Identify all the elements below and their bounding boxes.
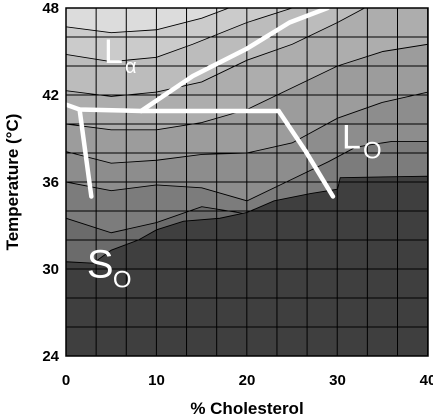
y-axis-title: Temperature (°C) bbox=[3, 114, 22, 251]
phase-boundary-line bbox=[276, 108, 336, 199]
phase-label-subscript: O bbox=[363, 138, 382, 165]
x-tick-label: 40 bbox=[420, 372, 433, 389]
phase-label-subscript: α bbox=[125, 56, 137, 78]
phase-label-main: L bbox=[342, 119, 361, 157]
phase-label-main: L bbox=[104, 33, 123, 71]
x-tick-label: 10 bbox=[148, 372, 165, 389]
y-axis-ticks: 24 30 36 42 48 bbox=[42, 0, 59, 365]
y-tick-label: 30 bbox=[42, 261, 59, 278]
x-axis-ticks: 0 10 20 30 40 bbox=[62, 372, 433, 389]
y-tick-label: 24 bbox=[42, 348, 59, 365]
phase-boundary-line bbox=[77, 107, 94, 199]
phase-label-subscript: O bbox=[113, 267, 132, 294]
x-tick-label: 30 bbox=[329, 372, 346, 389]
x-axis-title: % Cholesterol bbox=[190, 399, 303, 418]
plot-frame bbox=[65, 7, 429, 357]
x-tick-label: 0 bbox=[62, 372, 70, 389]
phase-boundaries bbox=[66, 8, 336, 199]
y-tick-label: 42 bbox=[42, 87, 59, 104]
phase-boundary-line bbox=[138, 8, 330, 114]
x-tick-label: 20 bbox=[239, 372, 256, 389]
y-tick-label: 48 bbox=[42, 0, 59, 17]
y-tick-label: 36 bbox=[42, 174, 59, 191]
phase-label-main: S bbox=[87, 243, 114, 287]
grid-lines bbox=[66, 8, 428, 356]
